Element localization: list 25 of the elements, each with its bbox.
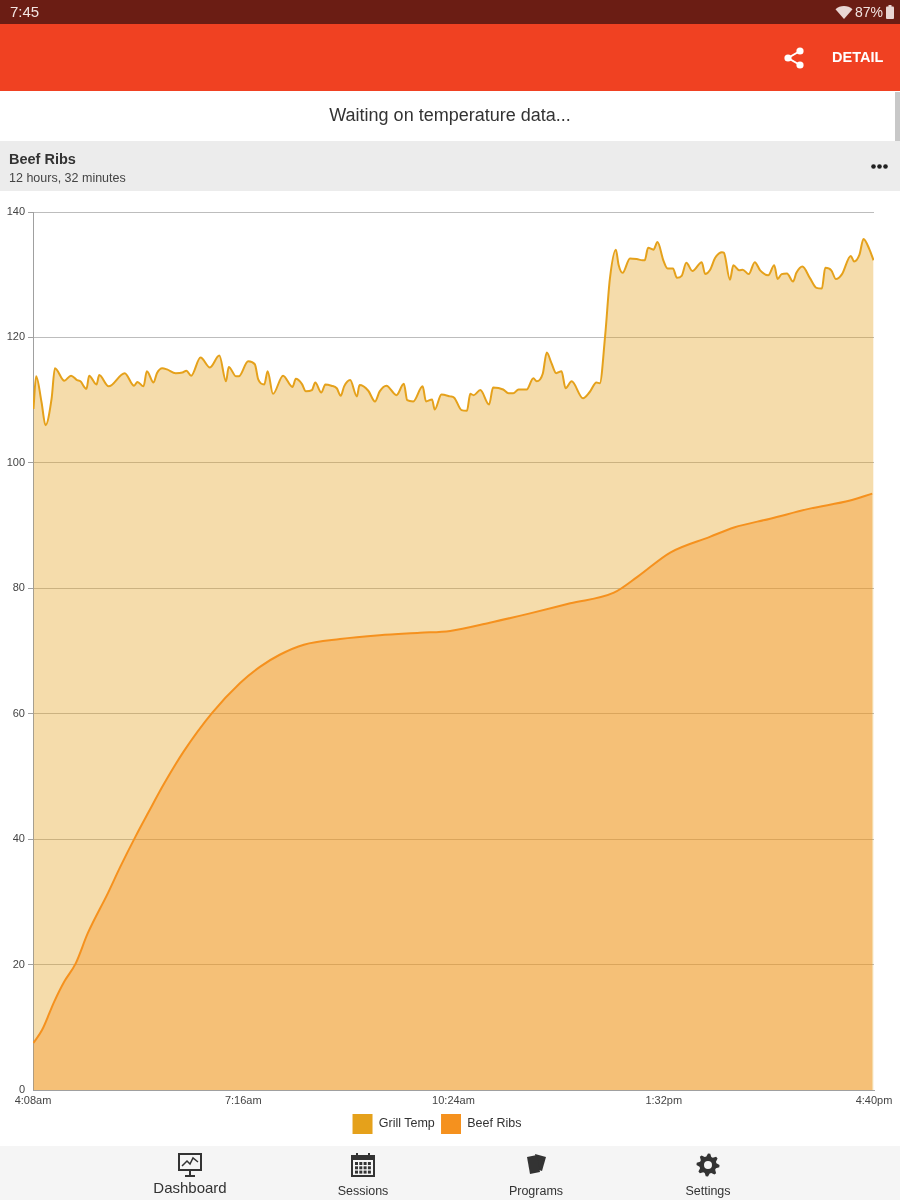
- text: Waiting on temperature data...: [329, 105, 571, 125]
- text: 7:45: [10, 3, 40, 21]
- legend-label: Beef Ribs: [467, 1116, 522, 1131]
- y-tick-label: 100: [6, 455, 25, 468]
- y-tick-label: 140: [6, 205, 25, 218]
- y-tick-label: 20: [12, 957, 25, 970]
- y-tick-label: 120: [6, 330, 25, 343]
- text: DETAIL: [832, 49, 884, 66]
- y-tick-label: 60: [12, 706, 25, 719]
- chart-title: Beef Ribs: [9, 151, 76, 168]
- x-tick-label: 10:24am: [432, 1093, 475, 1106]
- text: Settings: [685, 1184, 731, 1198]
- y-tick-label: 0: [18, 1083, 25, 1096]
- text: Programs: [508, 1184, 564, 1198]
- text: Sessions: [337, 1184, 389, 1198]
- x-tick-label: 1:32pm: [645, 1093, 683, 1106]
- legend-label: Grill Temp: [378, 1116, 435, 1131]
- x-tick-label: 4:40pm: [855, 1093, 893, 1106]
- text: 87%: [855, 4, 884, 21]
- x-tick-label: 7:16am: [224, 1093, 262, 1106]
- chart-subtitle: 12 hours, 32 minutes: [9, 171, 126, 186]
- text: Dashboard: [153, 1179, 227, 1196]
- y-tick-label: 40: [12, 832, 25, 845]
- x-tick-label: 4:08am: [14, 1093, 52, 1106]
- y-tick-label: 80: [12, 581, 25, 594]
